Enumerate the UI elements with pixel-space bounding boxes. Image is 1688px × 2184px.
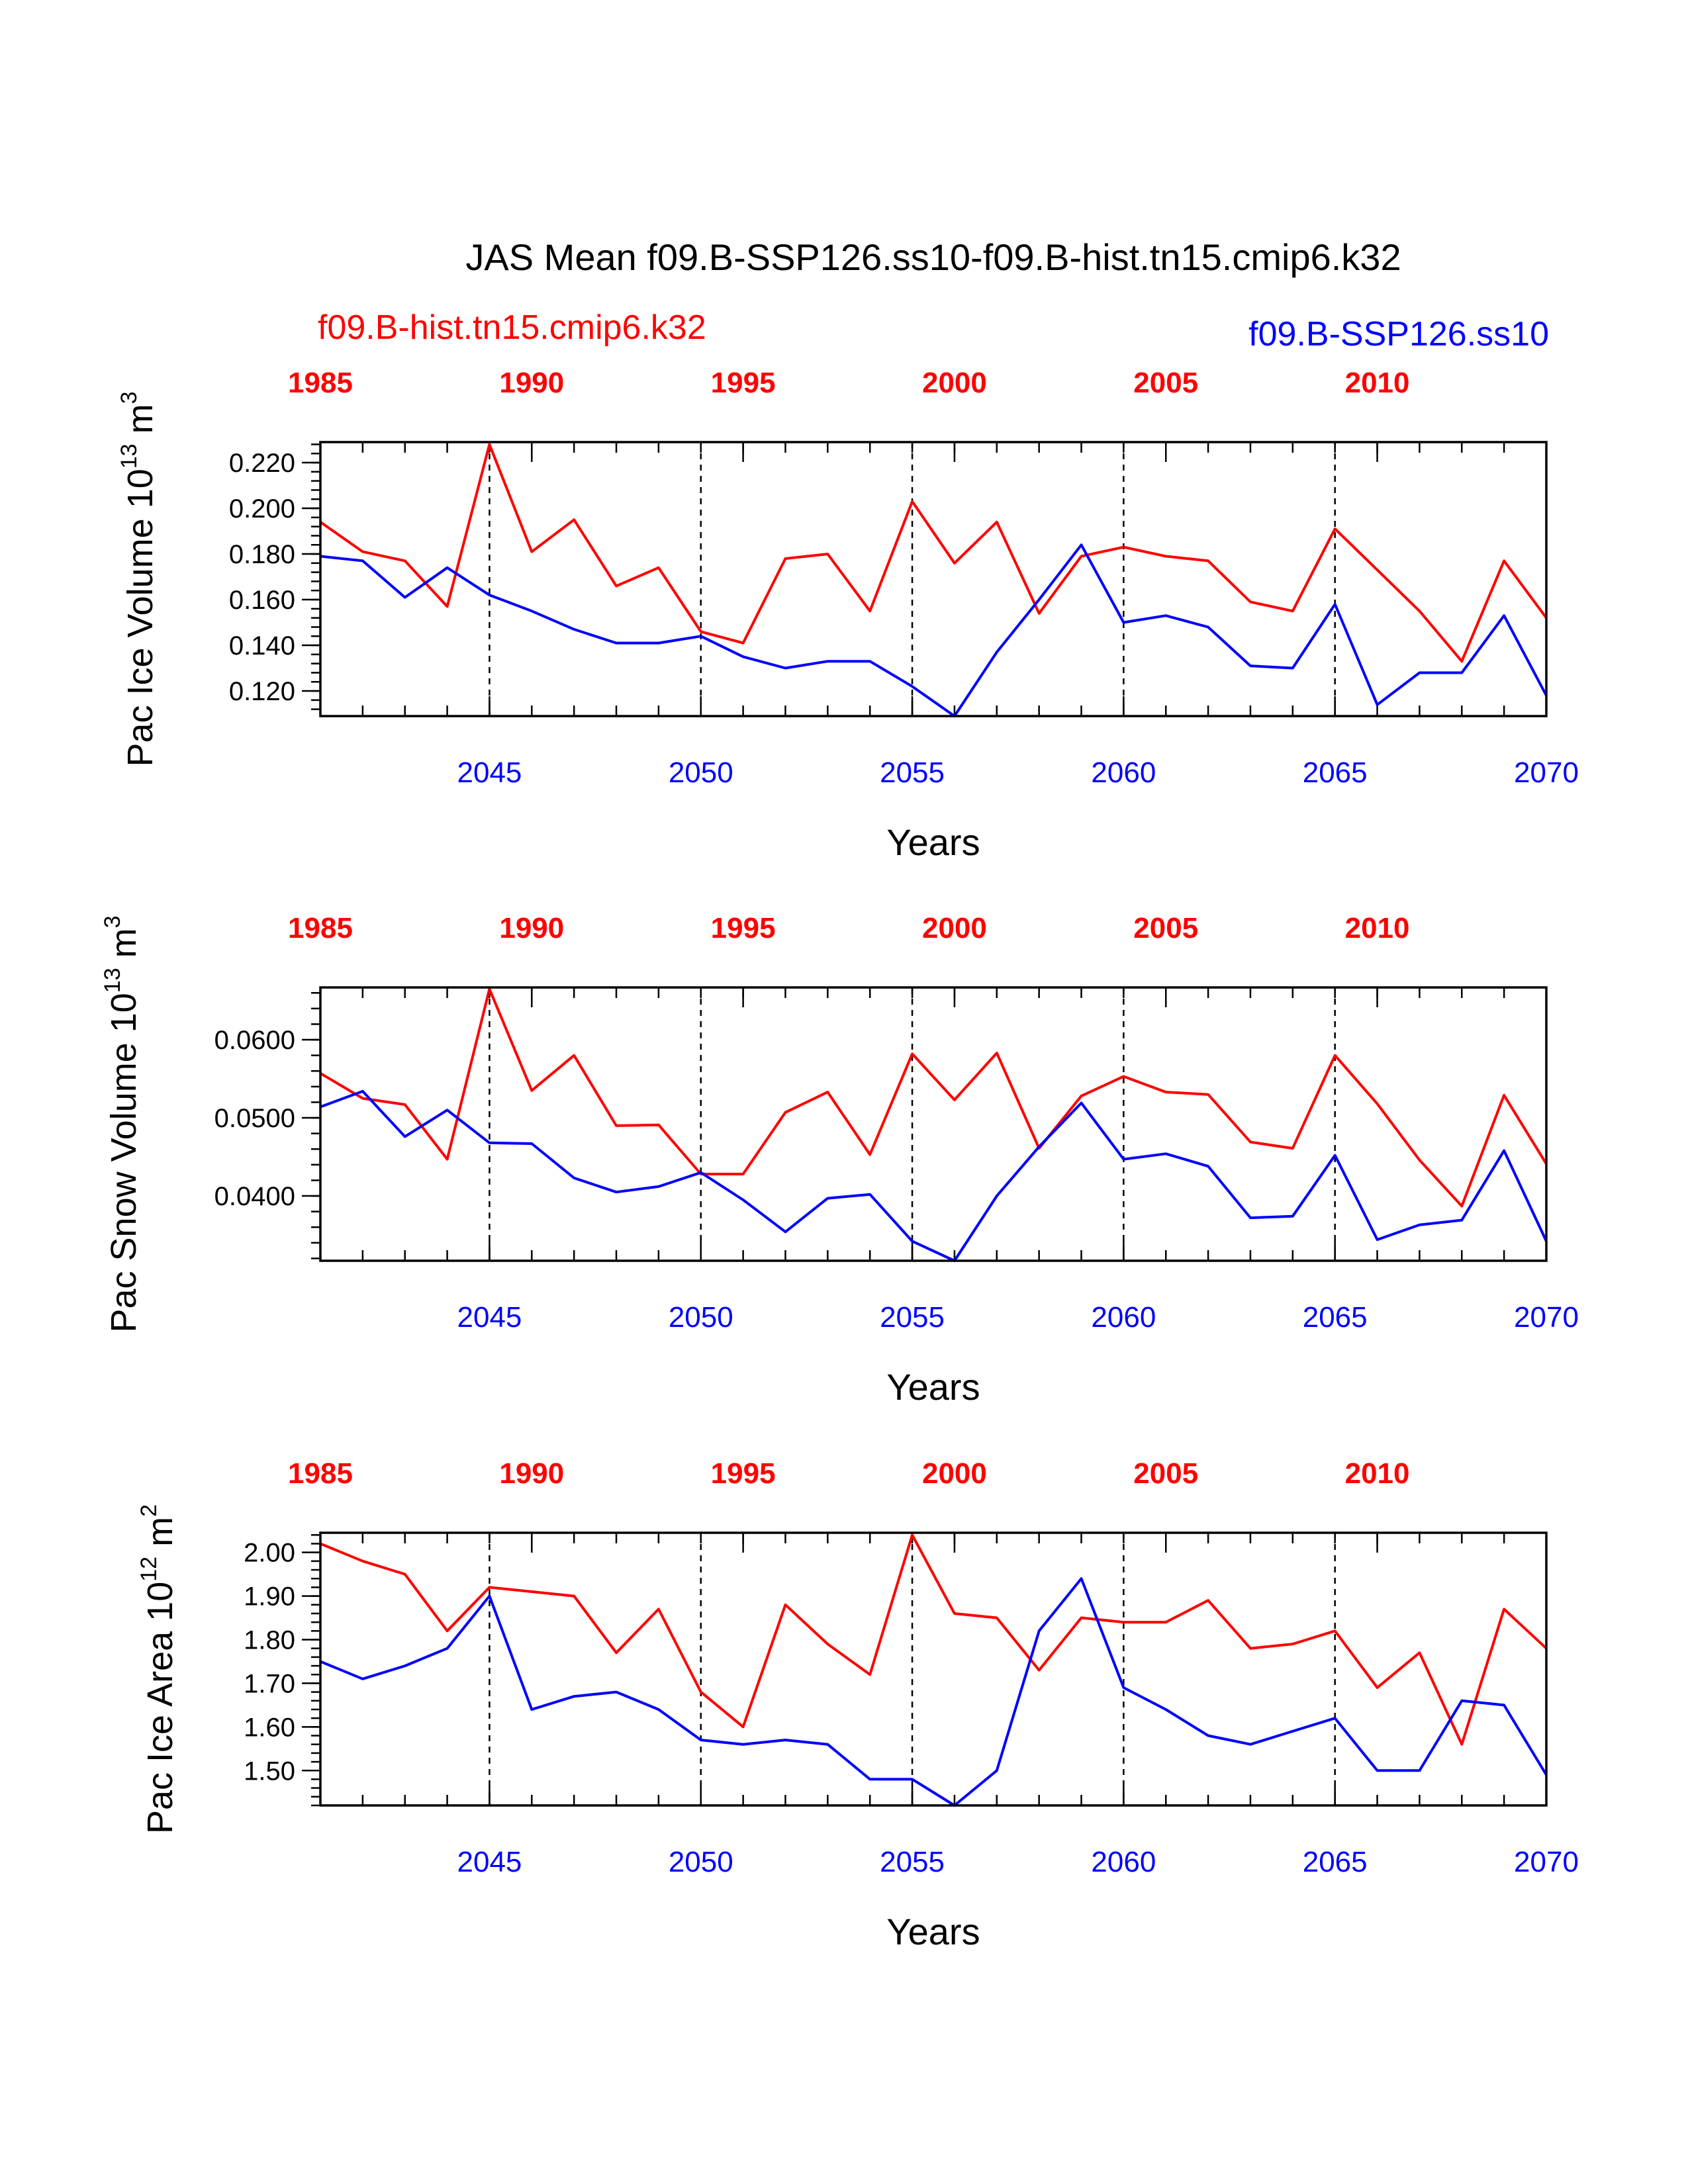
y-axis-label: Pac Snow Volume 1013 m3 xyxy=(100,915,144,1332)
y-axis-label: Pac Ice Area 1012 m2 xyxy=(136,1504,180,1834)
x-tick-label-bottom: 2045 xyxy=(457,756,522,789)
x-tick-label-top: 1985 xyxy=(288,367,353,399)
y-axis-label-text: m xyxy=(104,928,144,968)
series-line-hist xyxy=(319,987,1548,1208)
x-tick-label-bottom: 2055 xyxy=(880,1846,945,1878)
y-tick-label: 1.50 xyxy=(244,1756,295,1786)
x-tick-label-top: 1990 xyxy=(499,367,564,399)
series-line-ssp xyxy=(320,543,1548,717)
y-tick-label: 0.140 xyxy=(229,631,295,660)
x-tick-label-bottom: 2050 xyxy=(669,1846,733,1878)
plot-frame xyxy=(319,986,1548,1262)
y-axis-label-exponent: 3 xyxy=(100,915,125,928)
x-axis-label: Years xyxy=(886,1366,980,1408)
x-tick-label-top: 1985 xyxy=(288,1457,353,1490)
y-tick-label: 1.60 xyxy=(244,1713,295,1742)
x-tick-label-bottom: 2070 xyxy=(1514,1301,1579,1334)
y-axis-label-exponent: 13 xyxy=(100,968,125,993)
series-line-hist xyxy=(320,1533,1548,1746)
y-tick-label: 0.160 xyxy=(229,586,295,615)
x-tick-label-top: 2005 xyxy=(1133,367,1198,399)
y-tick-label: 0.220 xyxy=(229,449,295,478)
plot-frame xyxy=(319,441,1548,717)
x-tick-label-top: 2000 xyxy=(922,1457,987,1490)
y-tick-label: 0.0500 xyxy=(214,1104,295,1133)
x-tick-label-top: 1985 xyxy=(288,912,353,944)
x-tick-label-top: 1995 xyxy=(711,367,776,399)
x-tick-label-bottom: 2060 xyxy=(1091,1846,1156,1878)
x-axis-label: Years xyxy=(886,1911,980,1952)
x-tick-label-bottom: 2050 xyxy=(669,756,733,789)
y-tick-label: 0.200 xyxy=(229,494,295,523)
y-axis-label-exponent: 3 xyxy=(117,391,142,404)
y-axis-label-text: Pac Snow Volume 10 xyxy=(104,993,144,1332)
chart-panel-2: 0.0400 0.0500 0.0600 2045 2050 2055 2060 2065 20… xyxy=(100,912,1579,1408)
plot-frame xyxy=(319,1531,1548,1807)
series-line-ssp xyxy=(320,1089,1548,1262)
x-tick-label-top: 1990 xyxy=(499,1457,564,1490)
x-tick-label-top: 2005 xyxy=(1133,912,1198,944)
x-tick-label-top: 2010 xyxy=(1345,1457,1410,1490)
x-tick-label-bottom: 2065 xyxy=(1303,1846,1368,1878)
y-tick-label: 0.0400 xyxy=(214,1182,295,1211)
x-tick-label-bottom: 2070 xyxy=(1514,756,1579,789)
x-tick-label-bottom: 2055 xyxy=(880,1301,945,1334)
x-tick-label-top: 2005 xyxy=(1133,1457,1198,1490)
y-tick-label: 0.0600 xyxy=(214,1026,295,1055)
x-tick-label-bottom: 2065 xyxy=(1303,756,1368,789)
y-tick-label: 1.70 xyxy=(244,1669,295,1698)
legend-hist: f09.B-hist.tn15.cmip6.k32 xyxy=(318,308,706,347)
legend-ssp: f09.B-SSP126.ss10 xyxy=(1248,315,1549,353)
y-tick-label: 1.80 xyxy=(244,1626,295,1655)
chart-panel-1: 0.120 0.140 0.160 0.180 0.200 0.220 2045 2050 20… xyxy=(117,367,1579,863)
y-axis-label-text: m xyxy=(140,1517,180,1557)
x-tick-label-bottom: 2050 xyxy=(669,1301,733,1334)
series-line-ssp xyxy=(320,1577,1548,1807)
x-tick-label-top: 2010 xyxy=(1345,367,1410,399)
y-tick-label: 0.180 xyxy=(229,540,295,569)
y-axis-label-exponent: 12 xyxy=(136,1557,162,1582)
x-tick-label-top: 1995 xyxy=(711,912,776,944)
x-tick-label-top: 2010 xyxy=(1345,912,1410,944)
x-tick-label-top: 1995 xyxy=(711,1457,776,1490)
y-axis-label-exponent: 2 xyxy=(136,1504,162,1517)
chart-panel-3: 1.50 1.60 1.70 1.80 1.90 2.00 2045 2050 2055 2060… xyxy=(136,1457,1579,1952)
x-tick-label-bottom: 2060 xyxy=(1091,756,1156,789)
y-axis-label-text: Pac Ice Area 10 xyxy=(140,1582,180,1834)
series-line-hist xyxy=(319,443,1548,663)
x-tick-label-bottom: 2070 xyxy=(1514,1846,1579,1878)
x-tick-label-top: 1990 xyxy=(499,912,564,944)
y-tick-label: 1.90 xyxy=(244,1582,295,1612)
chart-title: JAS Mean f09.B-SSP126.ss10-f09.B-hist.tn… xyxy=(465,236,1401,278)
y-axis-label-text: Pac Ice Volume 10 xyxy=(120,469,160,766)
x-tick-label-bottom: 2065 xyxy=(1303,1301,1368,1334)
x-tick-label-bottom: 2045 xyxy=(457,1846,522,1878)
x-axis-label: Years xyxy=(886,821,980,863)
x-tick-label-bottom: 2055 xyxy=(880,756,945,789)
y-axis-label: Pac Ice Volume 1013 m3 xyxy=(117,391,160,766)
x-tick-label-bottom: 2045 xyxy=(457,1301,522,1334)
x-tick-label-top: 2000 xyxy=(922,912,987,944)
y-axis-label-exponent: 13 xyxy=(117,443,142,469)
x-tick-label-bottom: 2060 xyxy=(1091,1301,1156,1334)
x-tick-label-top: 2000 xyxy=(922,367,987,399)
y-axis-label-text: m xyxy=(120,404,160,443)
y-tick-label: 0.120 xyxy=(229,677,295,706)
y-tick-label: 2.00 xyxy=(244,1539,295,1568)
